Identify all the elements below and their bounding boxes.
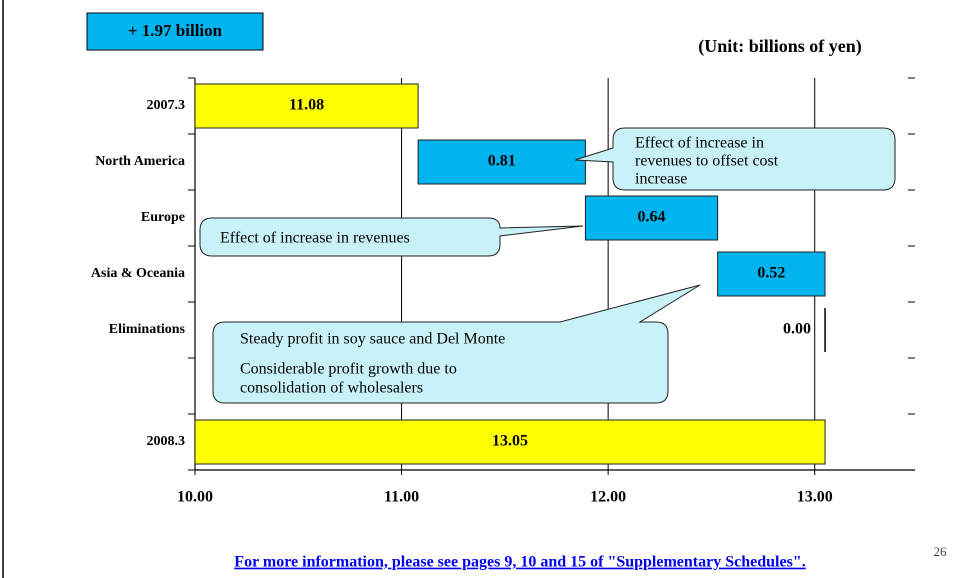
x-tick-label: 12.00 [590, 489, 626, 506]
y-tick-label: Asia & Oceania [91, 266, 185, 281]
data-label: 0.64 [638, 209, 666, 226]
callout-bubble [199, 217, 584, 257]
bar [194, 419, 826, 465]
x-tick-label: 10.00 [177, 489, 213, 506]
y-tick-label: 2008.3 [147, 434, 186, 449]
data-label: 0.00 [783, 321, 811, 338]
bar [717, 251, 826, 297]
annotation: Effect of increase in revenues [220, 230, 410, 247]
annotation: Considerable profit growth due to [240, 361, 457, 378]
y-tick-label: Europe [141, 210, 185, 225]
x-tick-label: 13.00 [797, 489, 833, 506]
x-tick-label: 11.00 [384, 489, 419, 506]
annotation: consolidation of wholesalers [240, 380, 423, 397]
y-tick-label: 2007.3 [147, 98, 186, 113]
annotation: Effect of increase in [635, 135, 764, 152]
badge: + 1.97 billion [128, 21, 223, 40]
annotation: revenues to offset cost [635, 153, 779, 170]
bar [584, 195, 719, 241]
annotation: Steady profit in soy sauce and Del Monte [240, 331, 505, 348]
unit-label: (Unit: billions of yen) [698, 36, 862, 57]
data-label: 0.52 [757, 265, 785, 282]
annotation: increase [635, 171, 687, 188]
data-label: 0.81 [488, 153, 516, 170]
plot-area: 10.00 11.00 12.00 13.00 2007.3 11.08 North Ame… [91, 77, 915, 506]
footnote-link[interactable]: For more information, please see pages 9… [234, 554, 805, 571]
bar [417, 139, 586, 185]
callout-bubble [574, 127, 896, 191]
callout-bubble [212, 284, 701, 404]
data-label: 13.05 [492, 433, 528, 450]
bar [194, 83, 419, 129]
page-number: 26 [934, 544, 948, 559]
data-label: 11.08 [289, 97, 324, 114]
badge-box [86, 12, 264, 51]
y-tick-label: North America [95, 154, 185, 169]
y-tick-label: Eliminations [109, 322, 186, 337]
